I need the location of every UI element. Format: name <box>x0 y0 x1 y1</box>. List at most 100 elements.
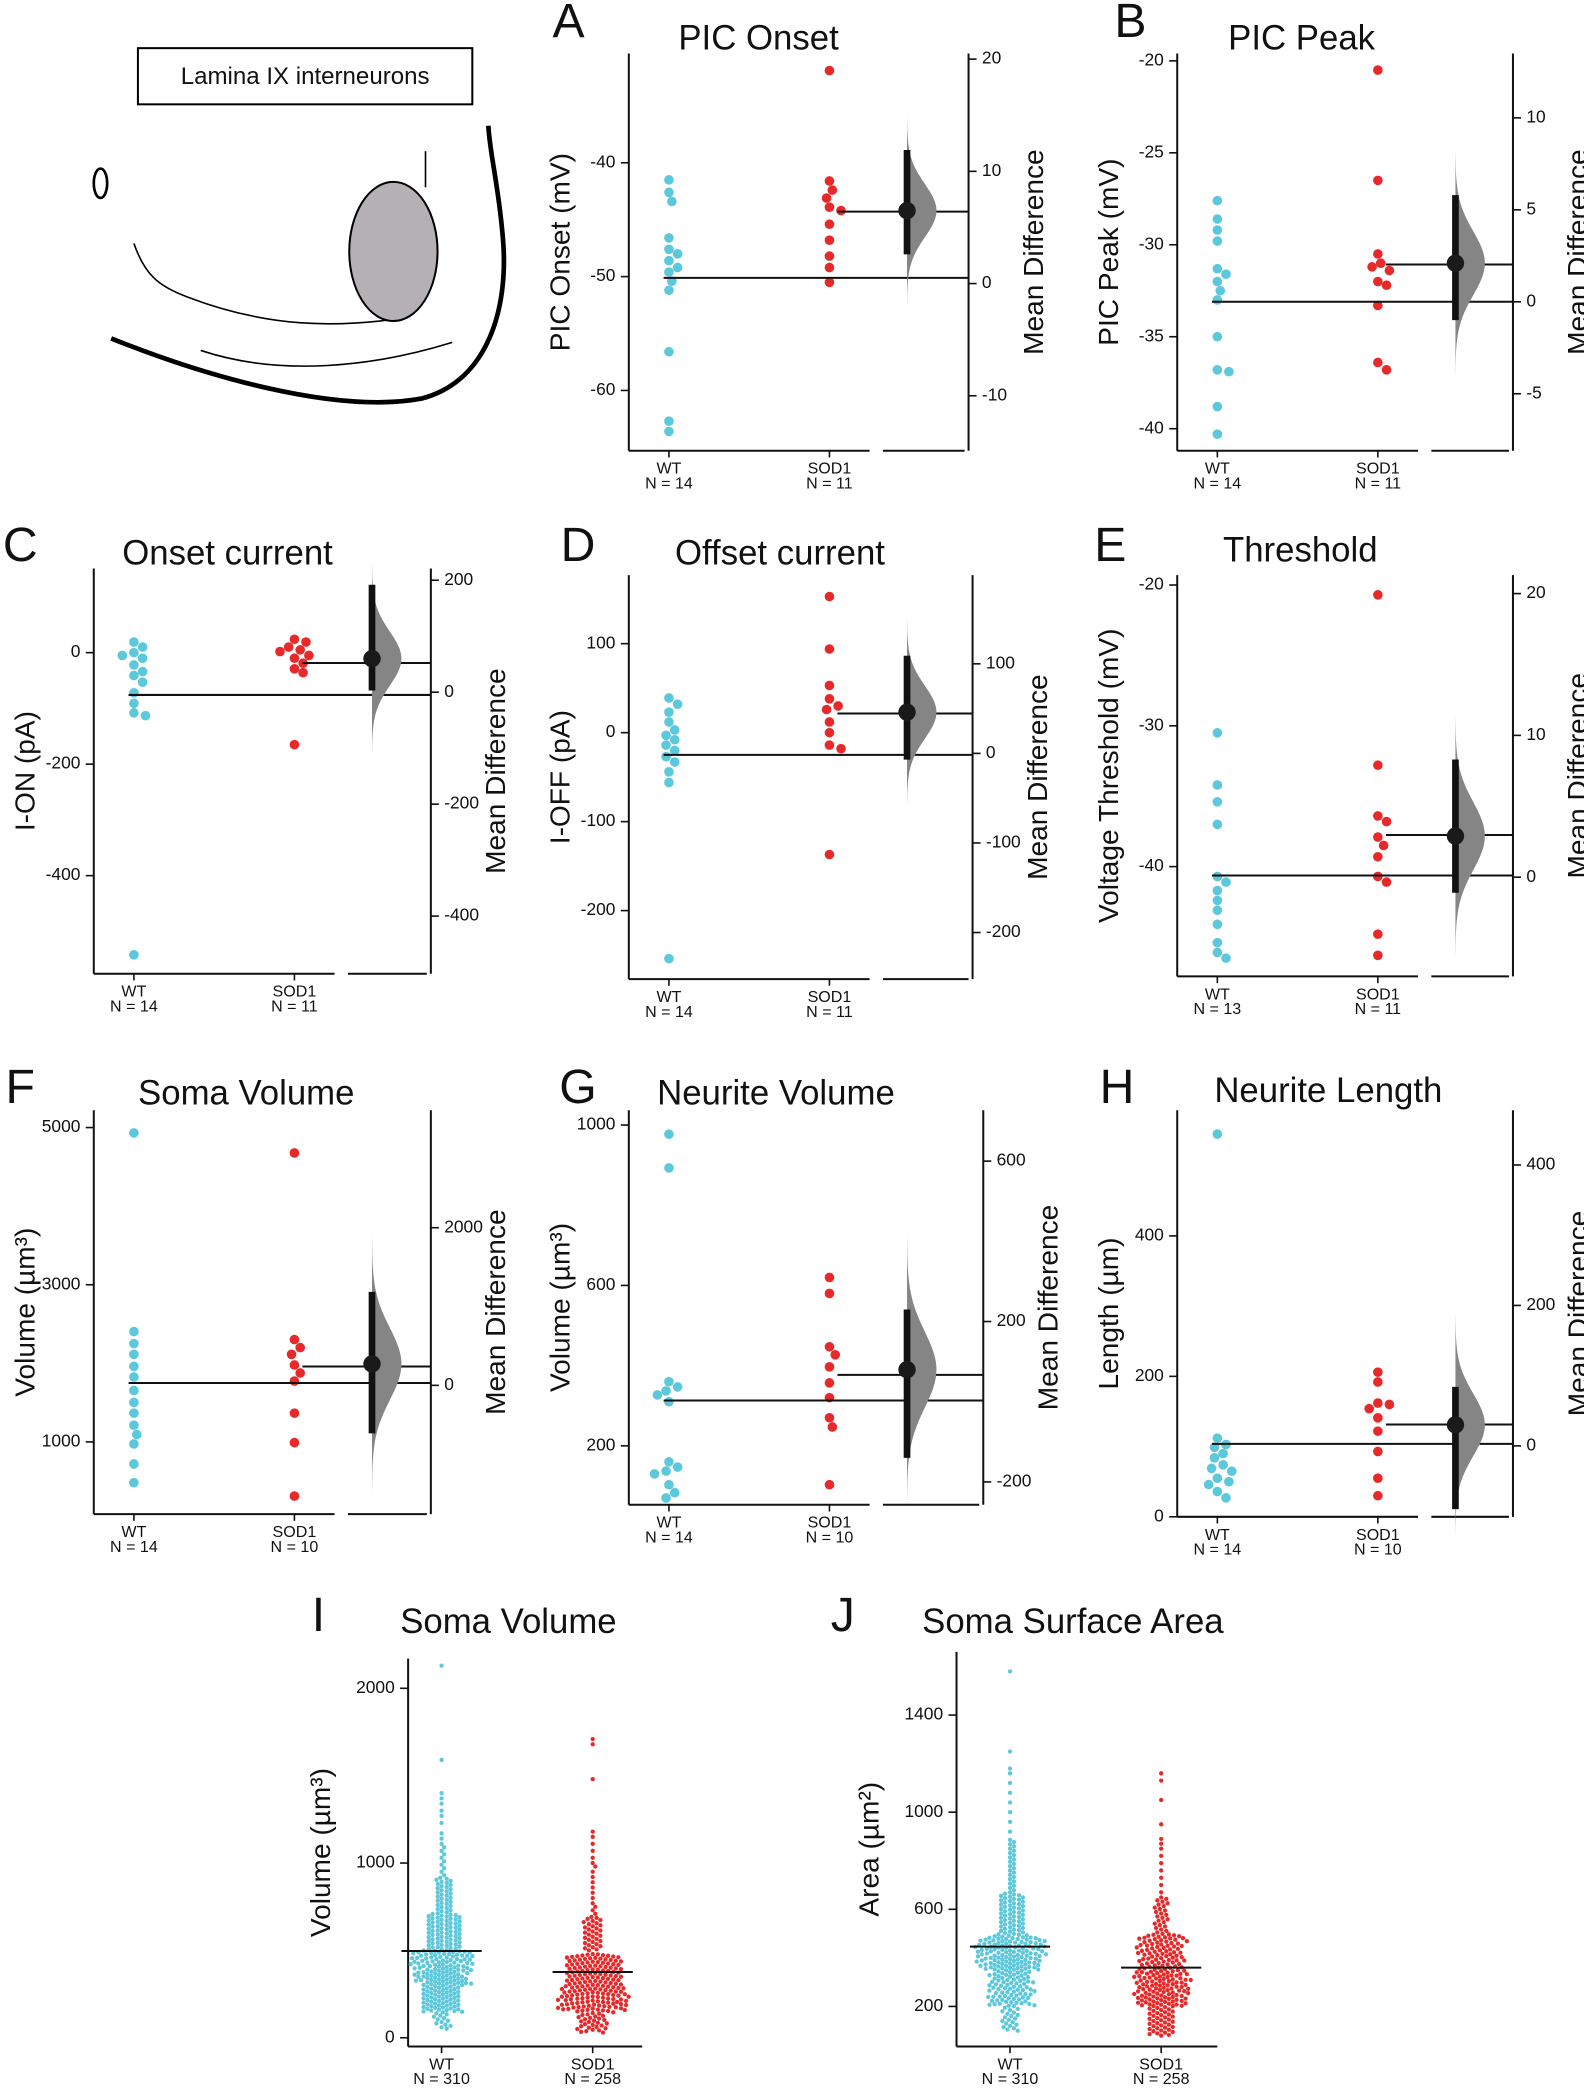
data-point <box>664 285 674 296</box>
y2-tick-label: 10 <box>982 160 1001 180</box>
data-point <box>470 1954 475 1959</box>
data-point <box>1007 1829 1013 1834</box>
data-point <box>664 426 674 437</box>
data-point <box>1143 1995 1148 2000</box>
data-point <box>824 1479 835 1490</box>
data-point <box>1155 1898 1160 1903</box>
data-point <box>450 1954 456 1959</box>
data-point <box>425 1976 430 1981</box>
data-point <box>463 1980 469 1986</box>
data-point <box>1169 1973 1174 1978</box>
data-point <box>1015 1987 1020 1992</box>
data-point <box>1174 1984 1179 1989</box>
data-point <box>564 1993 570 1999</box>
data-point <box>448 1878 453 1883</box>
y-tick-label: 100 <box>586 632 615 652</box>
data-point <box>1373 249 1383 259</box>
data-point <box>1007 1885 1013 1891</box>
data-point <box>1037 1954 1042 1959</box>
data-point <box>1157 1948 1163 1953</box>
data-point <box>1007 1790 1013 1795</box>
data-point <box>426 1914 431 1919</box>
data-point <box>137 642 148 652</box>
data-point <box>1212 365 1223 375</box>
data-point <box>129 949 139 960</box>
data-point <box>605 2008 611 2014</box>
data-point <box>1144 1943 1150 1948</box>
y2-tick-label: 10 <box>1526 106 1545 126</box>
data-point <box>448 1993 453 1998</box>
data-point <box>429 1999 434 2004</box>
y-tick-label: -40 <box>1139 417 1164 437</box>
data-point <box>421 1987 426 1992</box>
data-point <box>1143 2000 1148 2005</box>
data-point <box>1170 1977 1175 1982</box>
data-point <box>435 1898 440 1903</box>
y-tick-label: -35 <box>1139 325 1164 345</box>
data-point <box>444 2003 449 2008</box>
data-point <box>1212 919 1223 930</box>
y-tick-label: 2000 <box>356 1677 395 1697</box>
data-point <box>440 1966 445 1971</box>
data-point <box>1007 1907 1013 1912</box>
data-point <box>1011 1861 1017 1867</box>
data-point <box>439 1796 444 1801</box>
data-point <box>1156 1918 1161 1923</box>
group-label: SOD1 <box>808 460 852 478</box>
data-point <box>590 1982 595 1987</box>
y2-tick-label: 0 <box>444 1374 454 1394</box>
data-point <box>429 1981 434 1987</box>
data-point <box>1162 2025 1168 2030</box>
data-point <box>1155 1944 1160 1950</box>
data-point <box>998 1924 1004 1929</box>
data-point <box>1212 797 1223 807</box>
data-point <box>1137 1936 1142 1941</box>
data-point <box>1212 1473 1223 1484</box>
data-point <box>1151 1989 1156 1994</box>
data-point <box>1016 1932 1022 1937</box>
group-label: SOD1 <box>273 1523 317 1541</box>
data-point <box>1002 1930 1008 1936</box>
data-point <box>1170 1981 1175 1987</box>
data-point <box>1183 1977 1188 1982</box>
data-point <box>435 1928 440 1933</box>
data-point <box>1165 1943 1170 1948</box>
data-point <box>1373 1473 1383 1484</box>
data-point <box>1160 1951 1165 1956</box>
data-point <box>1016 1910 1022 1915</box>
data-point <box>439 2019 444 2025</box>
data-point <box>570 1962 575 1967</box>
y2-tick-label: 0 <box>982 272 992 292</box>
mean-difference <box>1446 254 1465 272</box>
data-point <box>1006 2003 1011 2008</box>
data-point <box>444 1914 449 1919</box>
data-point <box>418 1977 424 1983</box>
data-point <box>1002 1926 1008 1931</box>
data-point <box>430 1928 435 1933</box>
data-point <box>1226 1466 1237 1476</box>
data-point <box>1037 1958 1042 1963</box>
data-point <box>129 660 139 670</box>
data-point <box>421 2009 426 2014</box>
data-point <box>983 1956 988 1961</box>
data-point <box>1027 2001 1032 2007</box>
data-point <box>611 2010 616 2015</box>
data-point <box>439 1855 444 1860</box>
data-point <box>448 1988 453 1994</box>
data-point <box>457 1915 462 1920</box>
data-point <box>1005 2011 1010 2016</box>
data-point <box>585 1952 590 1957</box>
data-point <box>1147 2026 1152 2032</box>
data-point <box>1011 1927 1017 1932</box>
bootstrap-distribution <box>907 619 937 805</box>
data-point <box>439 1892 444 1897</box>
data-point <box>1151 2018 1156 2024</box>
data-point <box>435 1907 440 1912</box>
data-point <box>286 1349 297 1360</box>
data-point <box>1165 1917 1170 1922</box>
data-point <box>605 1991 611 1997</box>
chart-title: Threshold <box>1223 532 1378 570</box>
data-point <box>1162 2030 1168 2035</box>
data-point <box>444 1889 449 1894</box>
data-point <box>444 1943 449 1949</box>
